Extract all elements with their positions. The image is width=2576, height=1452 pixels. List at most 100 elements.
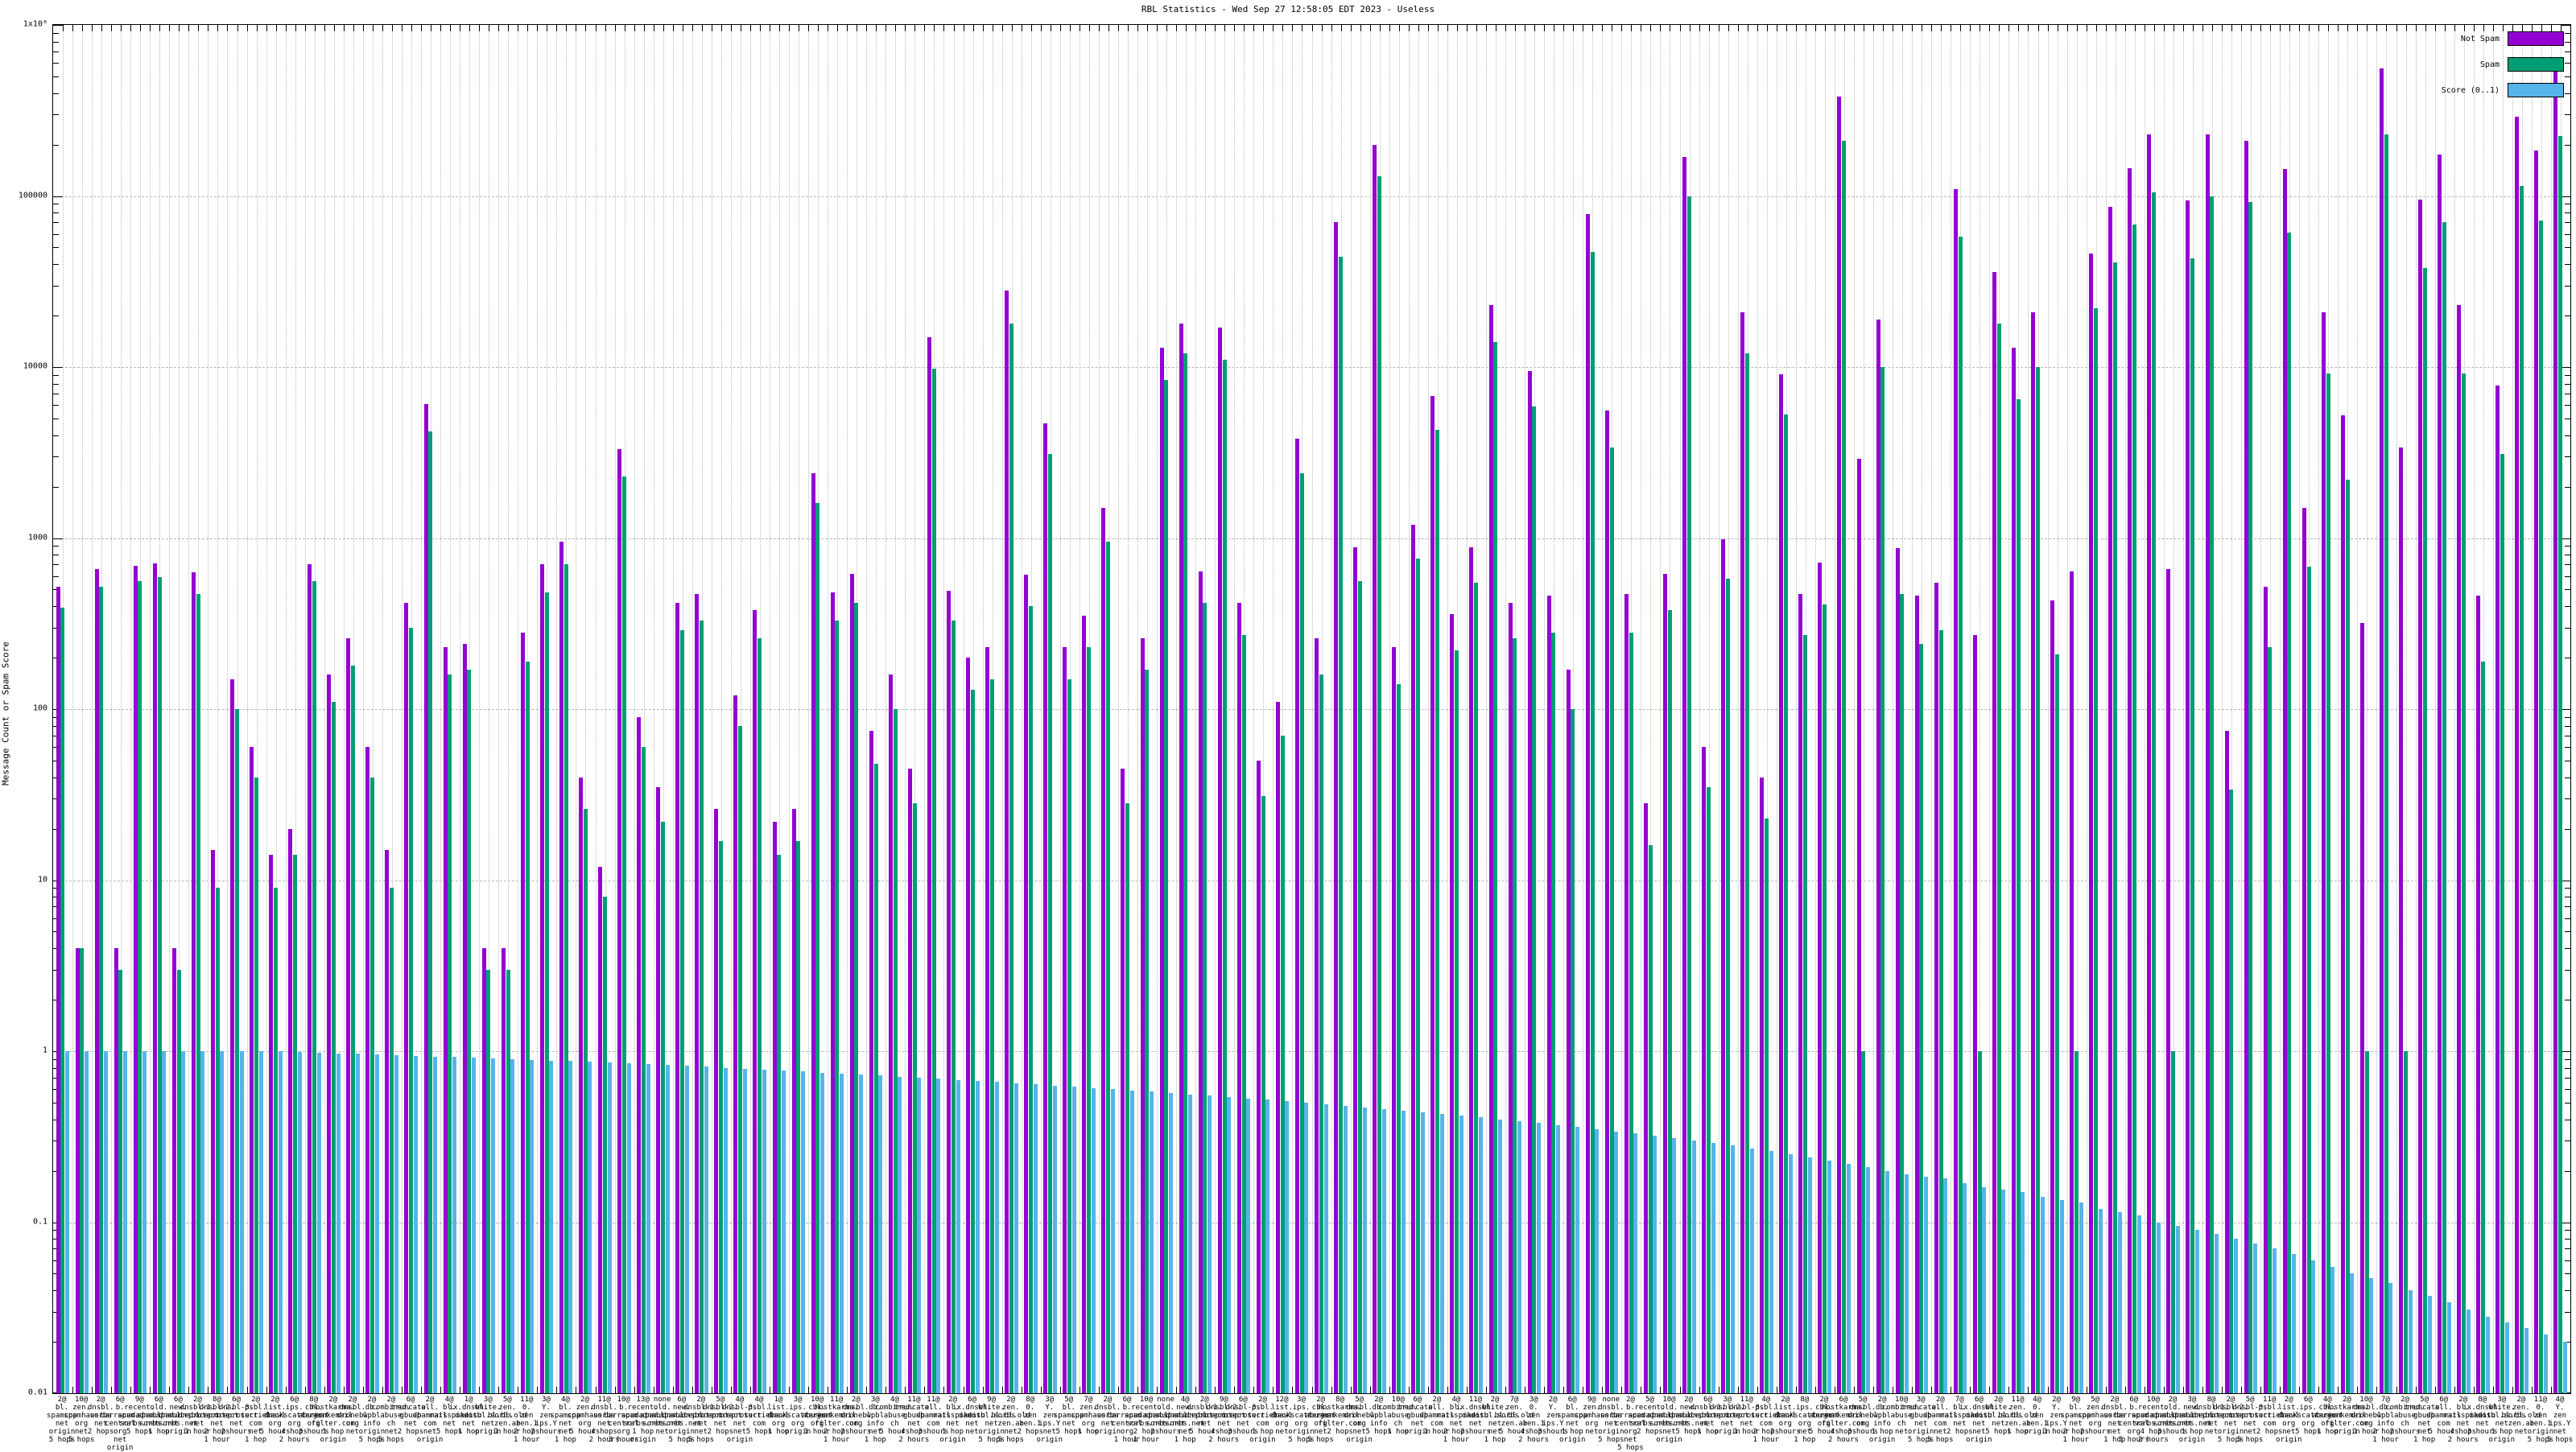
axis-tick bbox=[2163, 1387, 2165, 1393]
bar-spam bbox=[1513, 637, 1517, 1393]
axis-tick bbox=[2565, 144, 2570, 146]
bar-score bbox=[1846, 1163, 1851, 1393]
x-tick-label: 8@ dnsbl-2. uceprotect net 2 hops 1 hour bbox=[195, 1396, 239, 1444]
axis-tick bbox=[227, 1387, 229, 1393]
axis-tick bbox=[2222, 1387, 2223, 1393]
axis-tick bbox=[1795, 25, 1797, 31]
bar-score bbox=[2330, 1266, 2335, 1393]
axis-tick bbox=[53, 1311, 59, 1313]
bar-not-spam bbox=[2050, 600, 2055, 1393]
axis-tick bbox=[2047, 1387, 2049, 1393]
bar-score bbox=[859, 1075, 864, 1393]
axis-tick bbox=[2565, 575, 2570, 577]
axis-tick bbox=[1437, 25, 1439, 31]
bar-spam bbox=[1744, 353, 1749, 1393]
bar-score bbox=[2001, 1190, 2006, 1393]
bar-score bbox=[956, 1079, 960, 1393]
bar-score bbox=[742, 1068, 747, 1393]
bar-score bbox=[374, 1054, 379, 1393]
axis-tick bbox=[53, 25, 63, 26]
bar-spam bbox=[738, 725, 743, 1393]
axis-tick bbox=[1321, 25, 1323, 31]
axis-tick bbox=[53, 948, 59, 950]
x-tick-label: 11@ dnsbl. sorbs net 4 hops 2 hours bbox=[588, 1396, 620, 1444]
axis-tick bbox=[2565, 222, 2570, 224]
axis-tick bbox=[1485, 25, 1487, 31]
bar-score bbox=[355, 1053, 360, 1393]
axis-tick bbox=[1824, 25, 1826, 31]
bar-not-spam bbox=[1818, 562, 1823, 1393]
axis-tick bbox=[837, 25, 839, 31]
x-tick-label: 2@ hostkarma. junkemail filter.com 1 hop… bbox=[311, 1396, 355, 1444]
bar-score bbox=[2485, 1316, 2490, 1393]
bar-spam bbox=[2520, 185, 2524, 1393]
bar-spam bbox=[2171, 1051, 2176, 1393]
axis-tick bbox=[1679, 25, 1681, 31]
bar-spam bbox=[796, 840, 801, 1393]
axis-tick bbox=[2565, 285, 2570, 287]
x-tick-label: 3@ dnsbl-2. uceprotect net origin bbox=[1705, 1396, 1749, 1436]
bar-not-spam bbox=[1469, 547, 1474, 1393]
bar-not-spam bbox=[1236, 602, 1241, 1393]
x-tick-label: 2@ dnsbl-1. uceprotect net 1 hour bbox=[175, 1396, 220, 1436]
axis-tick bbox=[2357, 1387, 2359, 1393]
axis-tick bbox=[111, 25, 113, 31]
axis-tick bbox=[2076, 25, 2078, 31]
axis-tick bbox=[92, 1387, 93, 1393]
axis-tick bbox=[1660, 1387, 1662, 1393]
x-tick-label: 8@ 0. zen zen.1 2 hops bbox=[1017, 1396, 1043, 1436]
axis-tick bbox=[63, 25, 64, 31]
y-tick-label: 100 bbox=[32, 703, 47, 713]
axis-tick bbox=[1157, 25, 1158, 31]
x-tick-label: none old. spam.dnsbl sorbs.net net bbox=[640, 1396, 684, 1436]
axis-tick bbox=[1427, 1387, 1429, 1393]
axis-tick bbox=[53, 1230, 59, 1231]
axis-tick bbox=[2565, 606, 2570, 608]
axis-tick bbox=[1117, 1387, 1119, 1393]
axis-tick bbox=[324, 1387, 325, 1393]
bar-score bbox=[1013, 1083, 1018, 1393]
bar-not-spam bbox=[1914, 596, 1919, 1393]
y-tick-label: 1x10⁶ bbox=[23, 19, 47, 29]
bar-score bbox=[1963, 1182, 1967, 1393]
bar-score bbox=[898, 1076, 902, 1393]
bar-not-spam bbox=[2515, 117, 2520, 1393]
bar-spam bbox=[1009, 323, 1013, 1393]
bar-score bbox=[2234, 1239, 2239, 1393]
axis-tick bbox=[53, 32, 59, 34]
axis-tick bbox=[53, 196, 63, 197]
bar-not-spam bbox=[443, 647, 448, 1393]
axis-tick bbox=[2561, 1051, 2570, 1052]
x-tick-label: 6@ dnsbl-3. uceprotect net 3 hours bbox=[1221, 1396, 1265, 1436]
x-tick-label: 2@ list. dnswl org 2 hours bbox=[1769, 1396, 1801, 1436]
axis-tick bbox=[362, 1387, 364, 1393]
axis-tick bbox=[2565, 76, 2570, 77]
bar-spam bbox=[118, 969, 123, 1393]
bar-spam bbox=[2229, 789, 2234, 1393]
axis-tick bbox=[1515, 25, 1517, 31]
bar-score bbox=[452, 1056, 457, 1393]
x-tick-label: 11@ zen. bl.bl.old zen.ab 1 hop bbox=[1998, 1396, 2037, 1436]
axis-tick bbox=[2008, 1387, 2010, 1393]
axis-tick bbox=[2565, 93, 2570, 94]
axis-tick bbox=[159, 25, 161, 31]
x-tick-label: 2@ bl. mailspike net 4 hops 2 hours bbox=[2443, 1396, 2483, 1444]
axis-tick bbox=[1737, 25, 1739, 31]
axis-tick bbox=[2376, 25, 2378, 31]
bar-score bbox=[1982, 1187, 1987, 1393]
bar-score bbox=[2136, 1215, 2141, 1393]
bar-spam bbox=[1842, 141, 1847, 1393]
bar-score bbox=[278, 1051, 283, 1393]
axis-tick bbox=[2565, 798, 2570, 800]
axis-tick bbox=[2386, 25, 2388, 31]
bar-not-spam bbox=[2399, 447, 2404, 1393]
plot-area bbox=[52, 24, 2571, 1394]
axis-tick bbox=[2565, 589, 2570, 591]
axis-tick bbox=[924, 1387, 926, 1393]
bar-not-spam bbox=[1430, 395, 1435, 1393]
axis-tick bbox=[672, 1387, 674, 1393]
bar-not-spam bbox=[1450, 613, 1455, 1393]
x-tick-label: 8@ dnsbl-1. uceprotect net net bbox=[2189, 1396, 2234, 1436]
axis-tick bbox=[789, 1387, 791, 1393]
x-tick-label: 3@ white. dnsbl.sorbs net 1 hop origin bbox=[2477, 1396, 2526, 1444]
